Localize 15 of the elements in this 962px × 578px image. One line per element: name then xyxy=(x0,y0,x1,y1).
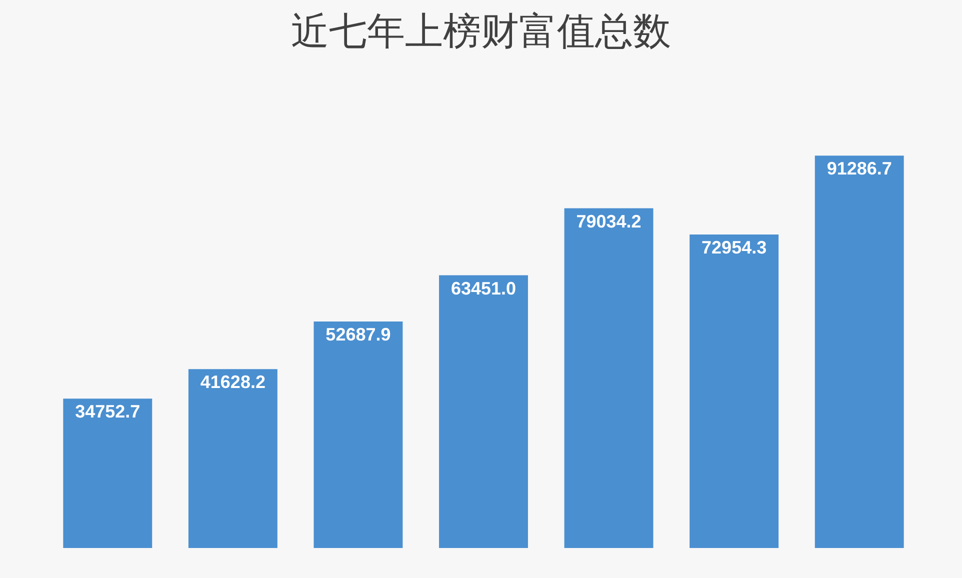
bar xyxy=(690,234,779,548)
bar xyxy=(439,275,528,548)
data-label: 79034.2 xyxy=(576,211,642,232)
data-label: 91286.7 xyxy=(826,158,892,179)
chart-title: 近七年上榜财富值总数 xyxy=(291,8,671,53)
data-label: 34752.7 xyxy=(75,402,140,422)
data-label: 52687.9 xyxy=(326,324,391,345)
data-label: 63451.0 xyxy=(450,278,516,298)
data-label: 41628.2 xyxy=(200,372,266,392)
bar xyxy=(814,156,904,548)
bar xyxy=(63,398,152,548)
data-label: 72954.3 xyxy=(702,237,767,258)
bar xyxy=(314,322,403,548)
bar xyxy=(564,208,654,548)
bar xyxy=(188,369,278,548)
